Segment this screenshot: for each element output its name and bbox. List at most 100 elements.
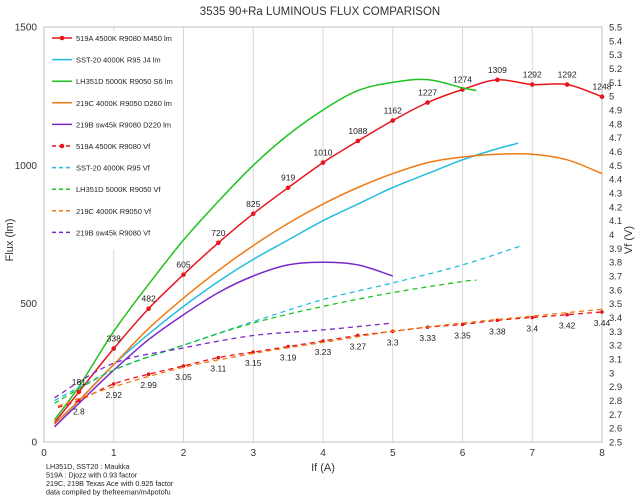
chart-title: 3535 90+Ra LUMINOUS FLUX COMPARISON — [200, 6, 440, 18]
y2-tick-label: 3.2 — [609, 341, 622, 352]
data-point — [146, 372, 151, 377]
data-label: 3.3 — [387, 337, 399, 347]
plot-frame — [43, 26, 603, 443]
series-line-8 — [57, 308, 603, 407]
data-label: 720 — [211, 228, 225, 238]
data-label: 605 — [176, 260, 190, 270]
y2-tick-label: 3.9 — [609, 244, 622, 255]
series-line-4 — [53, 261, 394, 428]
data-point — [355, 138, 361, 144]
data-point — [600, 310, 604, 314]
y-axis-label: Flux (lm) — [4, 219, 16, 262]
y2-tick-label: 3.5 — [609, 299, 622, 310]
data-label: 2.8 — [73, 407, 85, 417]
data-point — [564, 82, 570, 87]
y2-axis-label: Vf (V) — [623, 226, 635, 254]
legend-label: LH351D 5000K R9050 S6 lm — [76, 77, 173, 86]
data-point — [495, 318, 500, 323]
data-point — [285, 185, 291, 191]
data-point — [216, 240, 221, 246]
legend-label: 519A 4500K R9080 Vf — [76, 142, 151, 151]
legend-label: 519A 4500K R9080 M450 lm — [76, 34, 172, 43]
y2-tick-label: 3.7 — [609, 272, 622, 283]
data-label: 3.27 — [350, 341, 367, 351]
data-labels: 181 338 482 605 720 825 919 1010 1088 1162 1227 127… — [72, 65, 612, 417]
y2-tick-label: 5 — [609, 92, 614, 103]
data-label: 3.19 — [280, 353, 297, 363]
data-label: 1088 — [348, 126, 367, 136]
y2-tick-label: 4.8 — [609, 119, 622, 130]
data-label: 1292 — [558, 70, 577, 80]
data-point — [530, 315, 535, 320]
data-point — [251, 350, 256, 354]
legend-label: 219C 4000K R9050 Vf — [76, 207, 152, 216]
y2-tick-label: 3.8 — [609, 258, 622, 269]
note-line: LH351D, SST20 : Maukka — [46, 462, 130, 471]
data-label: 1274 — [453, 75, 472, 85]
data-label: 1292 — [523, 70, 542, 80]
legend-label: 219B sw45k R9080 D220 lm — [76, 120, 171, 129]
y2-tick-label: 5.1 — [609, 78, 622, 89]
x-tick-label: 8 — [599, 448, 605, 459]
data-label: 482 — [142, 294, 156, 304]
y2-tick-label: 3.4 — [609, 313, 622, 324]
data-label: 3.42 — [559, 321, 576, 331]
x-tick-label: 3 — [250, 448, 256, 459]
data-label: 3.11 — [210, 364, 226, 374]
series-line-9 — [54, 322, 393, 399]
y-tick-label: 0 — [31, 438, 37, 449]
data-point — [250, 211, 256, 217]
data-point — [76, 389, 82, 395]
data-point — [425, 100, 430, 105]
x-tick-label: 0 — [41, 448, 47, 459]
y2-tick-label: 4.5 — [609, 161, 622, 172]
y2-tick-label: 2.8 — [609, 396, 622, 407]
data-label: 919 — [281, 173, 295, 183]
x-tick-label: 1 — [111, 448, 117, 459]
data-point — [181, 364, 186, 368]
y2-tick-label: 5.3 — [609, 50, 622, 61]
legend-label: 219C 4000K R9050 D260 lm — [76, 99, 172, 108]
legend-label: 219B sw45k R9080 Vf — [76, 228, 151, 237]
data-label: 181 — [72, 377, 86, 387]
data-label: 825 — [246, 199, 260, 209]
data-label: 1248 — [593, 82, 612, 92]
data-label: 3.38 — [489, 326, 506, 336]
y2-tick-label: 4.3 — [609, 189, 622, 200]
series-line-1 — [53, 142, 519, 425]
y2-tick-label: 5.2 — [609, 64, 622, 75]
y2-tick-label: 3 — [609, 368, 614, 379]
y2-tick-label: 4.6 — [609, 147, 622, 158]
axes: 0 1 2 3 4 5 6 7 8 0 500 1000 1500 2.5 2.6 2.7 2.8 2.9 3 3.1… — [15, 23, 622, 460]
y-tick-label: 1000 — [15, 161, 38, 172]
data-label: 3.4 — [526, 324, 538, 334]
x-tick-label: 2 — [181, 448, 187, 459]
data-label: 1162 — [384, 106, 403, 116]
data-label: 3.33 — [419, 333, 436, 343]
y2-tick-label: 4.1 — [609, 216, 622, 227]
y2-tick-label: 2.5 — [609, 438, 622, 449]
y2-tick-label: 3.6 — [609, 285, 622, 296]
data-point — [181, 272, 186, 277]
legend-label: SST-20 4000K R95 Vf — [76, 164, 151, 173]
data-label: 2.92 — [105, 390, 122, 400]
y2-tick-label: 3.1 — [609, 355, 622, 366]
data-point — [111, 346, 117, 351]
y2-tick-label: 4.7 — [609, 133, 622, 144]
data-point — [390, 118, 396, 123]
series-line-7 — [54, 279, 477, 404]
data-point — [146, 306, 151, 311]
data-label: 338 — [107, 333, 121, 343]
y2-tick-label: 4.4 — [609, 175, 622, 186]
x-tick-label: 5 — [390, 448, 396, 459]
y2-tick-label: 5.4 — [609, 36, 622, 47]
data-point — [320, 160, 326, 165]
data-point — [495, 77, 500, 83]
y-tick-label: 500 — [20, 299, 37, 310]
x-tick-label: 4 — [320, 448, 326, 459]
y2-tick-label: 2.7 — [609, 410, 622, 421]
data-point — [111, 382, 116, 386]
note-line: 519A : Djozz with 0.93 factor — [46, 471, 138, 480]
y2-tick-label: 5.5 — [609, 23, 622, 34]
